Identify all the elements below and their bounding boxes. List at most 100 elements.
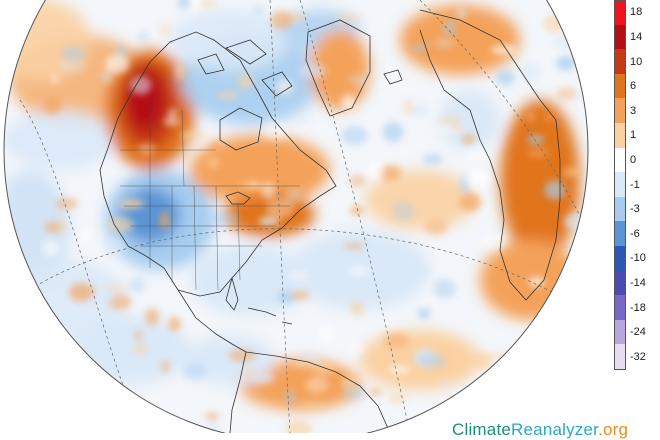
- anomaly-speckle: [345, 342, 366, 355]
- anomaly-speckle: [307, 0, 333, 6]
- anomaly-speckle: [206, 157, 220, 169]
- legend-swatch-12: [614, 270, 626, 296]
- legend-swatch-6: [614, 123, 626, 148]
- anomaly-speckle: [179, 130, 205, 141]
- legend-swatch-7: [614, 147, 626, 173]
- anomaly-speckle: [261, 181, 276, 199]
- anomaly-speckle: [159, 20, 171, 39]
- anomaly-speckle: [465, 147, 488, 161]
- anomaly-speckle: [490, 45, 518, 55]
- anomaly-speckle: [68, 282, 95, 302]
- anomaly-speckle: [207, 421, 220, 431]
- temperature-anomaly-map: [3, 0, 589, 433]
- anomaly-speckle: [237, 368, 259, 378]
- anomaly-speckle: [168, 108, 177, 118]
- anomaly-speckle: [182, 363, 206, 380]
- anomaly-speckle: [343, 242, 365, 250]
- anomaly-speckle: [341, 126, 368, 145]
- anomaly-speckle: [284, 188, 303, 203]
- anomaly-speckle: [42, 240, 60, 257]
- anomaly-speckle: [285, 420, 312, 433]
- legend-swatch-14: [614, 319, 626, 345]
- anomaly-speckle: [228, 349, 256, 362]
- anomaly-speckle: [433, 279, 456, 299]
- anomaly-speckle: [186, 42, 209, 60]
- legend-label-4: 6: [630, 80, 637, 93]
- anomaly-speckle: [261, 122, 289, 140]
- legend-swatch-15: [614, 344, 626, 369]
- legend-swatch-9: [614, 196, 626, 222]
- anomaly-speckle: [439, 113, 461, 128]
- anomaly-speckle: [293, 360, 317, 369]
- anomaly-speckle: [105, 54, 130, 74]
- anomaly-speckle: [134, 330, 143, 340]
- anomaly-speckle: [350, 205, 365, 216]
- anomaly-speckle: [103, 283, 130, 292]
- anomaly-speckle: [196, 0, 217, 10]
- anomaly-speckle: [543, 114, 554, 121]
- anomaly-speckle: [4, 135, 19, 143]
- anomaly-speckle: [456, 6, 468, 20]
- anomaly-speckle: [163, 117, 180, 126]
- anomaly-speckle: [412, 104, 428, 116]
- legend-label-2: 14: [630, 30, 643, 43]
- anomaly-speckle: [223, 41, 239, 54]
- anomaly-speckle: [479, 232, 507, 252]
- anomaly-speckle: [520, 62, 541, 82]
- graticule: [4, 0, 588, 433]
- anomaly-speckle: [527, 148, 550, 158]
- anomaly-speckle: [335, 13, 362, 22]
- anomaly-speckle: [437, 380, 456, 387]
- anomaly-speckle: [387, 366, 411, 373]
- anomaly-speckle: [270, 10, 293, 30]
- legend-swatch-2: [614, 24, 626, 50]
- anomaly-speckle: [317, 324, 337, 345]
- anomaly-speckle: [544, 180, 566, 200]
- anomaly-speckle: [249, 181, 259, 189]
- anomaly-speckle: [101, 70, 113, 84]
- anomaly-speckle: [425, 219, 448, 236]
- anomaly-speckle: [55, 198, 79, 210]
- anomaly-speckle: [289, 271, 309, 280]
- anomaly-speckle: [527, 255, 540, 274]
- anomaly-speckle: [216, 92, 240, 99]
- anomaly-speckle: [556, 56, 576, 71]
- globe-outline: [3, 0, 589, 433]
- legend-label-3: 10: [630, 55, 643, 68]
- anomaly-speckle: [103, 237, 125, 256]
- anomaly-speckle: [44, 96, 61, 114]
- anomaly-speckle: [349, 267, 369, 275]
- anomaly-speckle: [562, 167, 582, 178]
- legend-label-6: 1: [630, 129, 637, 142]
- anomaly-speckle: [350, 302, 365, 315]
- anomaly-speckle: [168, 316, 181, 331]
- legend-label-14: -24: [630, 326, 646, 339]
- anomaly-speckle: [159, 211, 170, 230]
- anomaly-speckle: [234, 304, 243, 314]
- anomaly-speckle: [409, 266, 429, 277]
- legend-label-10: -6: [630, 227, 640, 240]
- anomaly-speckle: [145, 308, 160, 326]
- anomaly-speckle: [138, 32, 149, 41]
- coastlines: [99, 9, 561, 433]
- watermark-part-org: .org: [598, 420, 629, 439]
- legend-label-8: -1: [630, 178, 640, 191]
- watermark-part-reanalyzer: Reanalyzer: [511, 420, 599, 439]
- anomaly-speckle: [160, 359, 171, 373]
- legend-swatch-13: [614, 295, 626, 320]
- anomaly-speckle: [526, 111, 536, 123]
- anomaly-speckle: [342, 384, 366, 402]
- anomaly-speckle: [471, 352, 493, 370]
- anomaly-speckle: [383, 332, 409, 348]
- anomaly-speckle: [369, 388, 381, 396]
- anomaly-speckle: [44, 221, 62, 233]
- anomaly-speckle: [50, 73, 61, 84]
- anomaly-speckle: [434, 38, 455, 48]
- legend-swatch-1: [614, 0, 626, 25]
- anomaly-speckle: [276, 79, 293, 94]
- anomaly-speckle: [285, 388, 295, 405]
- legend-swatch-3: [614, 49, 626, 74]
- state-borders: [120, 100, 300, 291]
- anomaly-speckle: [418, 308, 431, 320]
- anomaly-speckle: [386, 392, 408, 404]
